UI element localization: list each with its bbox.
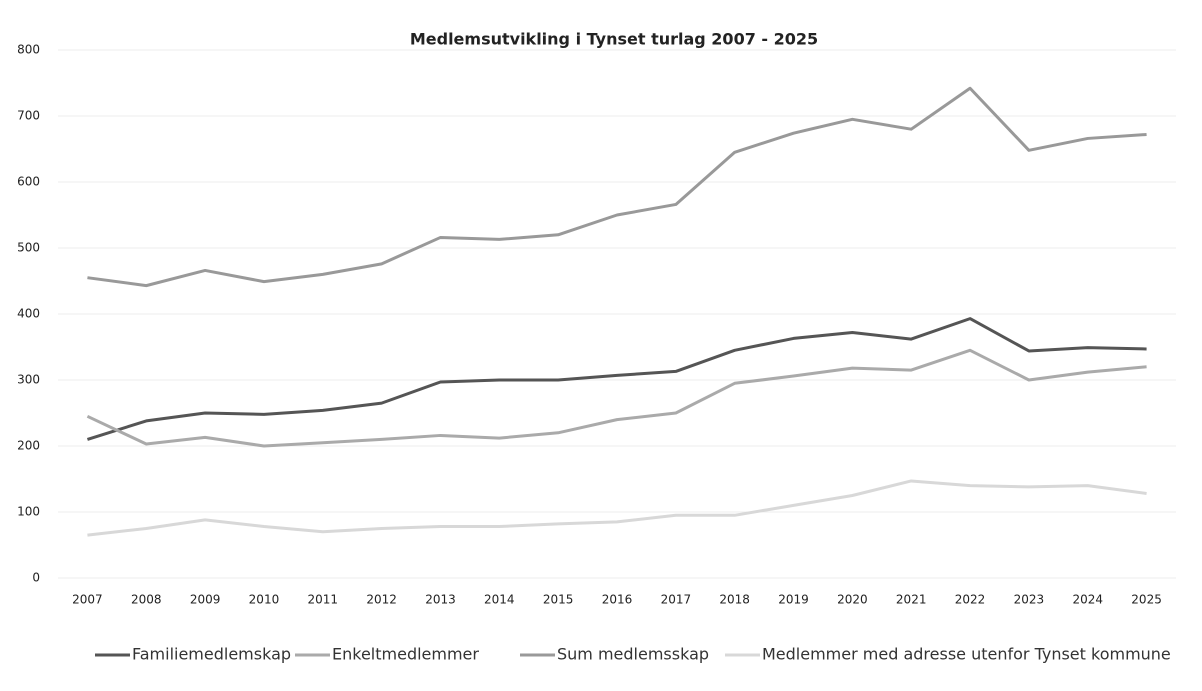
x-tick-label: 2015	[543, 593, 574, 607]
x-tick-label: 2023	[1014, 593, 1045, 607]
x-tick-label: 2020	[837, 593, 868, 607]
y-tick-label: 100	[17, 505, 40, 519]
x-tick-label: 2007	[72, 593, 103, 607]
x-tick-label: 2017	[661, 593, 692, 607]
x-tick-label: 2010	[249, 593, 280, 607]
legend-label: Familiemedlemskap	[132, 645, 291, 664]
x-tick-label: 2009	[190, 593, 221, 607]
series-line	[86, 317, 1147, 441]
series-line	[87, 479, 1147, 537]
x-tick-label: 2014	[484, 593, 515, 607]
x-tick-label: 2008	[131, 593, 162, 607]
series-line	[86, 348, 1147, 448]
legend-label: Enkeltmedlemmer	[332, 645, 479, 664]
x-tick-label: 2016	[602, 593, 633, 607]
y-tick-label: 600	[17, 175, 40, 189]
y-tick-label: 500	[17, 241, 40, 255]
x-tick-label: 2024	[1072, 593, 1103, 607]
series-line	[87, 86, 1147, 288]
x-tick-label: 2022	[955, 593, 986, 607]
y-tick-label: 400	[17, 307, 40, 321]
x-tick-label: 2025	[1131, 593, 1162, 607]
y-tick-label: 800	[17, 43, 40, 57]
x-tick-label: 2021	[896, 593, 927, 607]
x-tick-label: 2019	[778, 593, 809, 607]
y-tick-label: 0	[32, 571, 40, 585]
legend-label: Sum medlemsskap	[557, 645, 709, 664]
y-tick-label: 700	[17, 109, 40, 123]
x-tick-label: 2018	[719, 593, 750, 607]
x-tick-label: 2013	[425, 593, 456, 607]
legend-label: Medlemmer med adresse utenfor Tynset kom…	[762, 645, 1171, 664]
y-tick-label: 200	[17, 439, 40, 453]
x-tick-label: 2012	[366, 593, 397, 607]
x-tick-label: 2011	[308, 593, 339, 607]
y-tick-label: 300	[17, 373, 40, 387]
chart-title: Medlemsutvikling i Tynset turlag 2007 - …	[410, 30, 818, 49]
